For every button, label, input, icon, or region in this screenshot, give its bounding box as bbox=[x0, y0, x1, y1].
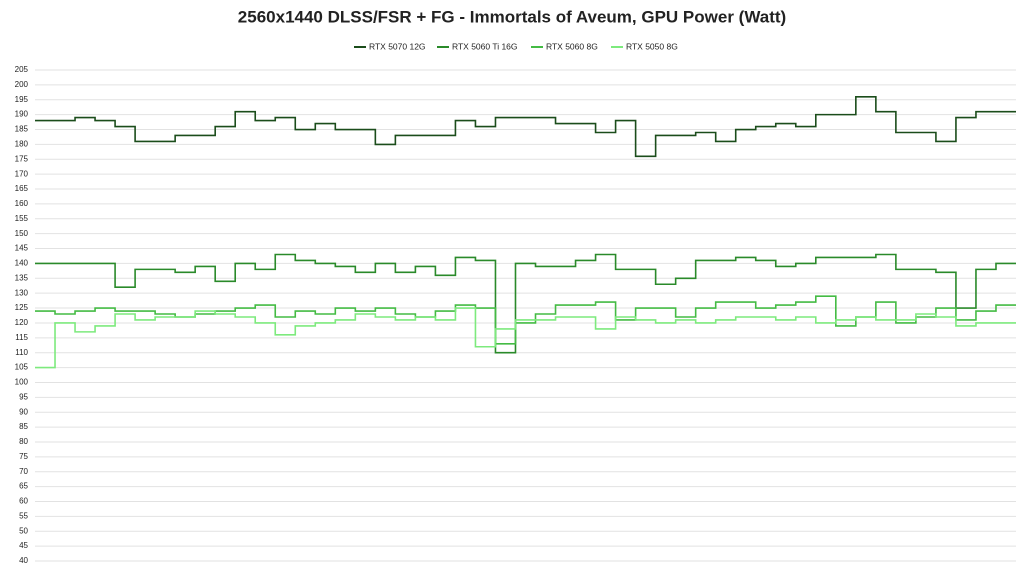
y-tick-label: 180 bbox=[15, 140, 29, 149]
chart-title: 2560x1440 DLSS/FSR + FG - Immortals of A… bbox=[238, 7, 786, 26]
y-tick-label: 75 bbox=[19, 452, 28, 461]
series-line bbox=[35, 307, 1016, 369]
y-tick-label: 50 bbox=[19, 526, 28, 535]
legend-label: RTX 5060 8G bbox=[546, 41, 598, 51]
y-tick-label: 160 bbox=[15, 199, 29, 208]
series-line bbox=[35, 95, 1016, 158]
y-tick-label: 95 bbox=[19, 392, 28, 401]
y-tick-label: 155 bbox=[15, 214, 29, 223]
y-tick-label: 115 bbox=[15, 333, 28, 342]
y-tick-label: 190 bbox=[15, 110, 29, 119]
y-tick-label: 45 bbox=[19, 541, 28, 550]
y-tick-label: 85 bbox=[19, 422, 28, 431]
y-tick-label: 170 bbox=[15, 169, 29, 178]
y-tick-label: 120 bbox=[15, 318, 29, 327]
y-tick-label: 55 bbox=[19, 511, 28, 520]
y-tick-label: 125 bbox=[15, 303, 29, 312]
series-line bbox=[35, 253, 1016, 354]
y-tick-label: 90 bbox=[19, 407, 28, 416]
y-tick-label: 105 bbox=[15, 363, 29, 372]
y-tick-label: 110 bbox=[15, 348, 28, 357]
y-tick-label: 195 bbox=[15, 95, 29, 104]
y-tick-label: 150 bbox=[15, 229, 29, 238]
y-tick-label: 40 bbox=[19, 556, 28, 565]
legend-label: RTX 5070 12G bbox=[369, 41, 426, 51]
y-tick-label: 200 bbox=[15, 80, 29, 89]
y-tick-label: 100 bbox=[15, 378, 29, 387]
series-line bbox=[35, 295, 1016, 345]
y-tick-label: 175 bbox=[15, 154, 29, 163]
y-tick-label: 165 bbox=[15, 184, 29, 193]
y-tick-label: 70 bbox=[19, 467, 28, 476]
legend-label: RTX 5060 Ti 16G bbox=[452, 41, 518, 51]
y-tick-label: 60 bbox=[19, 497, 28, 506]
y-tick-label: 205 bbox=[15, 65, 29, 74]
y-tick-label: 145 bbox=[15, 244, 29, 253]
y-tick-label: 130 bbox=[15, 288, 29, 297]
y-tick-label: 65 bbox=[19, 482, 28, 491]
y-tick-label: 135 bbox=[15, 273, 29, 282]
y-tick-label: 185 bbox=[15, 125, 29, 134]
legend-label: RTX 5050 8G bbox=[626, 41, 678, 51]
y-tick-label: 80 bbox=[19, 437, 28, 446]
y-tick-label: 140 bbox=[15, 259, 29, 268]
